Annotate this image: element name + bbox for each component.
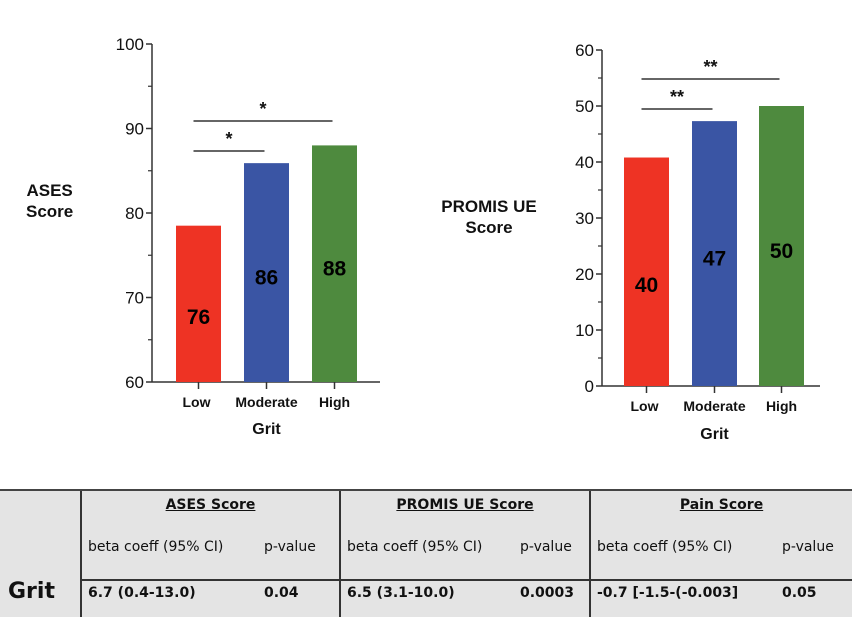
table-divider: [339, 491, 341, 617]
promis-data-label: 50: [770, 240, 793, 263]
ases-y-axis-label: ASES Score: [26, 180, 73, 222]
promis-significance-label: **: [703, 57, 717, 77]
promis-y-axis-label: PROMIS UE Score: [434, 196, 544, 238]
regression-table: Grit ASES Score beta coeff (95% CI) p-va…: [0, 489, 852, 617]
row-label-grit: Grit: [8, 579, 55, 604]
ases-beta-value: 6.7 (0.4-13.0): [88, 585, 196, 601]
ases-x-tick-label: Moderate: [235, 394, 297, 410]
ases-group-title: ASES Score: [165, 497, 256, 513]
promis-beta-value: 6.5 (3.1-10.0): [347, 585, 455, 601]
promis-p-value: 0.0003: [520, 585, 575, 601]
promis-x-axis-label: Grit: [700, 426, 729, 443]
promis-x-tick-label: Low: [631, 398, 659, 414]
ases-bar-high: [312, 145, 357, 382]
pain-group-title: Pain Score: [679, 497, 764, 513]
ases-beta-header: beta coeff (95% CI): [88, 539, 224, 555]
promis-x-tick-label: High: [766, 398, 797, 414]
pain-p-header: p-value: [782, 539, 834, 555]
ases-bar-moderate: [244, 163, 289, 382]
table-row-divider: [82, 579, 852, 581]
ases-y-label-line1: ASES: [26, 181, 73, 200]
promis-y-tick-label: 0: [585, 377, 594, 396]
table-divider: [589, 491, 591, 617]
ases-significance-label: *: [225, 129, 232, 149]
promis-data-label: 47: [703, 248, 726, 271]
promis-data-label: 40: [635, 274, 658, 297]
promis-bar-high: [759, 106, 804, 386]
ases-y-tick-label: 70: [125, 289, 144, 308]
ases-data-label: 86: [255, 267, 278, 290]
ases-p-header: p-value: [264, 539, 316, 555]
promis-y-tick-label: 60: [575, 41, 594, 60]
promis-y-tick-label: 50: [575, 97, 594, 116]
ases-x-tick-label: Low: [183, 394, 211, 410]
table-divider: [80, 491, 82, 617]
promis-beta-header: beta coeff (95% CI): [347, 539, 483, 555]
promis-bar-moderate: [692, 121, 737, 387]
promis-y-tick-label: 10: [575, 321, 594, 340]
ases-data-label: 76: [187, 306, 210, 329]
promis-y-label-line2: Score: [465, 218, 513, 237]
promis-x-tick-label: Moderate: [683, 398, 745, 414]
promis-bar-low: [624, 157, 669, 386]
ases-significance-label: *: [259, 99, 266, 119]
ases-x-tick-label: High: [319, 394, 350, 410]
ases-p-value: 0.04: [264, 585, 299, 601]
ases-y-tick-label: 80: [125, 204, 144, 223]
promis-y-tick-label: 40: [575, 153, 594, 172]
ases-data-label: 88: [323, 258, 347, 281]
ases-y-tick-label: 90: [125, 120, 144, 139]
pain-beta-header: beta coeff (95% CI): [597, 539, 733, 555]
ases-bar-low: [176, 225, 221, 382]
promis-y-tick-label: 30: [575, 209, 594, 228]
ases-y-label-line2: Score: [26, 202, 74, 221]
promis-bar-chart: 0 10 20 30 40 50 60 40 Low 47 Moderate 50 High Grit **…: [575, 41, 820, 443]
ases-bar-chart: 60 70 80 90 100 76 Low 86 Moderate 88 High Grit * *: [116, 35, 380, 438]
ases-y-tick-label: 60: [125, 373, 144, 392]
promis-significance-label: **: [670, 87, 684, 107]
pain-p-value: 0.05: [782, 585, 817, 601]
promis-group-title: PROMIS UE Score: [396, 497, 534, 513]
ases-y-tick-label: 100: [116, 35, 144, 54]
pain-beta-value: -0.7 [-1.5-(-0.003]: [597, 585, 739, 601]
promis-y-label-line1: PROMIS UE: [441, 197, 537, 216]
promis-p-header: p-value: [520, 539, 572, 555]
promis-y-tick-label: 20: [575, 265, 594, 284]
ases-x-axis-label: Grit: [252, 421, 281, 438]
